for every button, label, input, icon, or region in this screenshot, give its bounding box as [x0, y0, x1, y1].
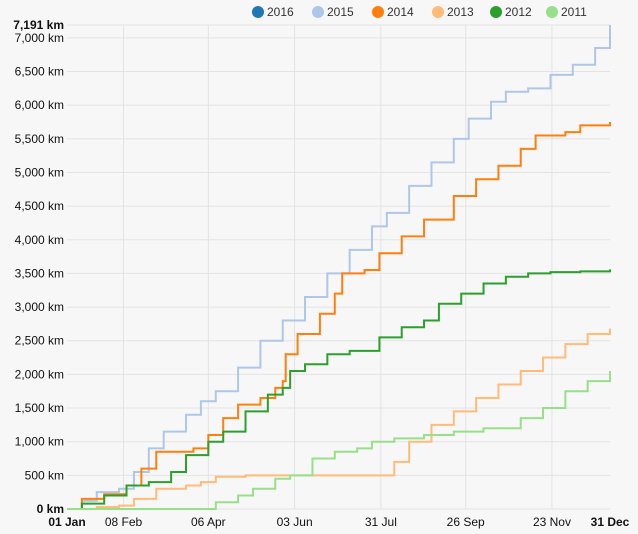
y-tick-label: 5,000 km — [15, 165, 64, 179]
series-line-2011 — [67, 371, 611, 510]
x-tick-label: 31 Jul — [365, 515, 397, 529]
legend-item-2011[interactable]: 2011 — [546, 5, 587, 19]
legend-label: 2013 — [447, 5, 474, 19]
y-tick-label: 7,191 km — [13, 18, 64, 32]
legend-label: 2011 — [561, 5, 587, 19]
y-tick-label: 3,500 km — [15, 266, 64, 280]
y-tick-label: 4,000 km — [15, 233, 64, 247]
legend[interactable]: 2016 2015 2014 2013 2012 2011 — [252, 5, 587, 19]
legend-item-2013[interactable]: 2013 — [432, 5, 474, 19]
legend-swatch — [312, 6, 324, 18]
legend-swatch — [432, 6, 444, 18]
y-tick-label: 2,000 km — [15, 367, 64, 381]
legend-swatch — [490, 6, 502, 18]
x-tick-label: 01 Jan — [48, 515, 85, 529]
legend-item-2015[interactable]: 2015 — [312, 5, 354, 19]
y-axis: 0 km 500 km 1,000 km 1,500 km 2,000 km 2,500 … — [13, 18, 64, 516]
series-lines — [67, 25, 611, 510]
series-line-2014 — [67, 121, 611, 510]
y-tick-label: 500 km — [25, 468, 64, 482]
legend-label: 2014 — [387, 5, 414, 19]
x-tick-label: 08 Feb — [105, 515, 143, 529]
y-tick-label: 1,000 km — [15, 435, 64, 449]
legend-label: 2016 — [267, 5, 294, 19]
legend-item-2016[interactable]: 2016 — [252, 5, 294, 19]
x-tick-label: 31 Dec — [591, 515, 630, 529]
y-tick-label: 5,500 km — [15, 132, 64, 146]
series-line-2015 — [67, 25, 611, 510]
x-axis: 01 Jan 08 Feb 06 Apr 03 Jun 31 Jul 26 Sep 23 N… — [48, 515, 629, 529]
legend-item-2014[interactable]: 2014 — [372, 5, 414, 19]
y-tick-label: 3,000 km — [15, 300, 64, 314]
series-line-2013 — [67, 328, 611, 510]
series-line-2012 — [67, 269, 611, 510]
y-tick-label: 6,500 km — [15, 65, 64, 79]
y-tick-label: 4,500 km — [15, 199, 64, 213]
gridlines — [67, 24, 610, 510]
legend-item-2012[interactable]: 2012 — [490, 5, 532, 19]
y-tick-label: 2,500 km — [15, 334, 64, 348]
x-tick-label: 23 Nov — [533, 515, 571, 529]
legend-swatch — [252, 6, 264, 18]
y-tick-label: 6,000 km — [15, 98, 64, 112]
legend-swatch — [372, 6, 384, 18]
y-tick-label: 1,500 km — [15, 401, 64, 415]
x-tick-label: 26 Sep — [447, 515, 485, 529]
legend-label: 2015 — [327, 5, 354, 19]
x-tick-label: 03 Jun — [277, 515, 313, 529]
y-tick-label: 0 km — [37, 502, 64, 516]
x-tick-label: 06 Apr — [191, 515, 226, 529]
y-tick-label: 7,000 km — [15, 31, 64, 45]
legend-swatch — [546, 6, 558, 18]
legend-label: 2012 — [505, 5, 532, 19]
